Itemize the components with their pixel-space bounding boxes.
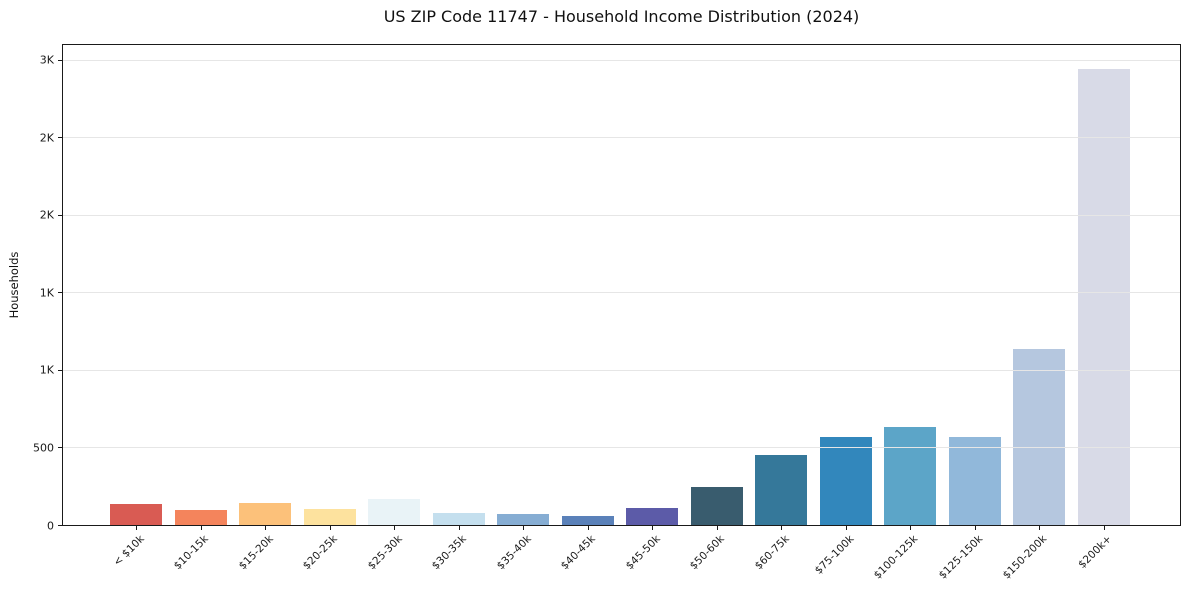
x-tick-mark [587,526,589,530]
x-tick-label-text: $40-45k [558,533,598,573]
x-tick-label-text: $15-20k [236,533,276,573]
x-tick-mark [781,526,782,530]
y-tick-label: 1K [39,286,54,300]
x-tick-label-text: $35-40k [494,533,534,573]
x-tick-mark [136,526,137,530]
bar [1077,68,1130,525]
x-tick-label-text: $200k+ [1076,533,1114,571]
bar [561,515,614,525]
chart-title: US ZIP Code 11747 - Household Income Dis… [383,7,860,26]
x-tick-label-text: $125-150k [936,533,985,582]
x-tick-label-text: $30-35k [429,533,469,573]
x-tick-label-text: $20-25k [300,533,340,573]
bar [755,455,807,525]
x-tick-label-text: $25-30k [365,533,405,573]
x-tick-mark [1103,526,1105,530]
bar [303,509,356,525]
y-tick-label: 1K [39,363,54,377]
y-tick-mark [58,525,62,526]
x-tick-mark [652,526,653,530]
gridline [63,292,1180,294]
gridline [63,369,1180,371]
bar [1013,348,1065,525]
y-tick-label: 3K [39,53,54,67]
y-tick-label: 0 [47,519,54,532]
bar [690,486,743,525]
x-tick-label-text: $100-125k [871,533,921,582]
bar [239,502,291,525]
x-tick-mark [974,526,976,530]
x-tick-mark [265,526,266,530]
x-tick-mark [523,526,524,530]
x-tick-label-text: $50-60k [687,533,727,573]
x-tick-label-text: $10-15k [171,533,211,573]
x-tick-label-text: $75-100k [812,533,856,577]
x-tick-mark [200,526,202,530]
x-tick-mark [329,526,331,530]
y-tick-mark [58,59,62,61]
y-tick-label: 500 [33,441,54,455]
y-tick-mark [58,369,62,371]
y-tick-mark [58,214,62,216]
bar [110,504,162,525]
y-tick-mark [58,137,62,139]
bar [432,512,485,525]
bar [948,437,1001,525]
x-tick-mark [394,526,395,530]
x-tick-mark [716,526,718,530]
gridline [63,447,1180,449]
gridline [63,137,1180,139]
y-axis-label: Households [7,251,21,319]
bar [819,437,872,525]
y-tick-mark [58,292,62,294]
y-tick-label: 2K [39,208,54,222]
x-tick-mark [845,526,847,530]
x-tick-mark [458,526,460,530]
bar [884,427,936,525]
x-tick-mark [1039,526,1040,530]
bar [497,514,549,525]
x-tick-label-text: $45-50k [623,533,663,573]
bar [626,508,678,525]
x-tick-label-text: $60-75k [752,533,792,573]
y-tick-label: 2K [39,131,54,145]
gridline [63,214,1180,216]
y-tick-mark [58,447,62,449]
gridline [63,59,1180,61]
x-tick-mark [910,526,911,530]
x-tick-label-text: $150-200k [1000,533,1050,582]
bar [174,510,227,525]
bar [368,498,420,525]
x-tick-label-text: < $10k [110,533,147,569]
